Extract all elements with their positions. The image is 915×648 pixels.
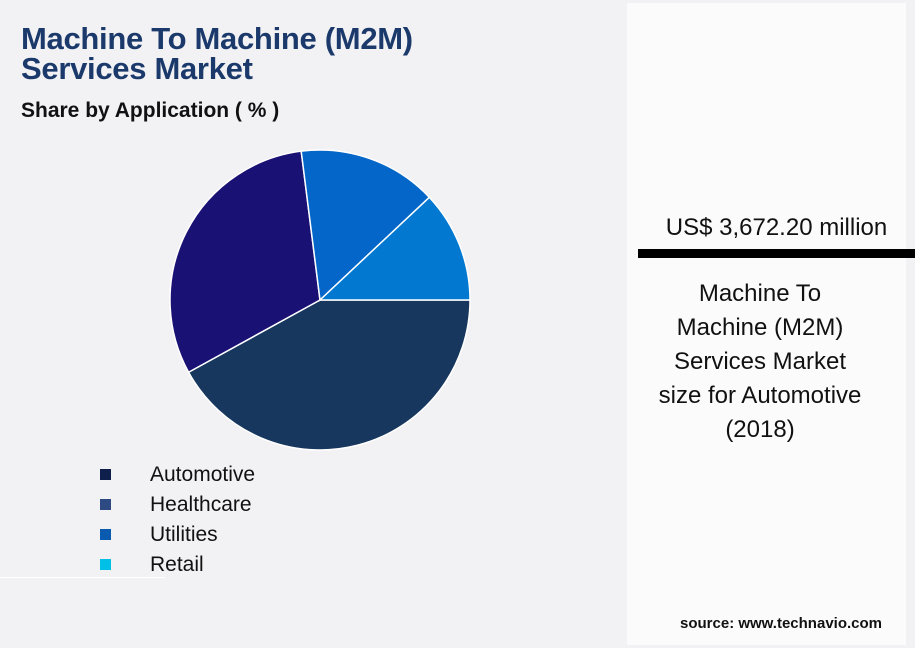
legend-label: Healthcare bbox=[150, 493, 252, 516]
legend-swatch-icon bbox=[100, 469, 111, 480]
desc-line: size for Automotive bbox=[658, 382, 862, 409]
market-size-description: Machine To Machine (M2M) Services Market… bbox=[630, 277, 890, 447]
market-size-value: US$ 3,672.20 million bbox=[665, 214, 888, 241]
legend-swatch-icon bbox=[100, 499, 111, 510]
info-panel bbox=[627, 3, 906, 645]
source-credit: source: www.technavio.com bbox=[680, 615, 882, 632]
divider-bar bbox=[638, 249, 915, 258]
pie-slice-automotive bbox=[187, 299, 471, 451]
legend-label: Utilities bbox=[150, 523, 218, 546]
desc-line: (2018) bbox=[725, 416, 795, 443]
pie-slice-retail bbox=[318, 196, 471, 301]
legend-label: Retail bbox=[150, 553, 204, 576]
divider bbox=[0, 577, 165, 578]
legend-swatch-icon bbox=[100, 529, 111, 540]
legend-swatch-icon bbox=[100, 559, 111, 570]
legend-label: Automotive bbox=[150, 463, 256, 486]
desc-line: Machine (M2M) bbox=[676, 314, 844, 341]
pie-chart bbox=[169, 149, 471, 451]
pie-slice-utilities bbox=[300, 149, 431, 302]
chart-title-line2: Services Market bbox=[21, 51, 253, 86]
chart-title: Machine To Machine (M2M) Services Market bbox=[21, 21, 413, 86]
chart-subtitle: Share by Application ( % ) bbox=[21, 99, 280, 122]
desc-line: Machine To bbox=[698, 280, 822, 307]
desc-line: Services Market bbox=[673, 348, 847, 375]
pie-slice-healthcare bbox=[169, 150, 321, 374]
chart-title-line1: Machine To Machine (M2M) bbox=[21, 21, 413, 56]
